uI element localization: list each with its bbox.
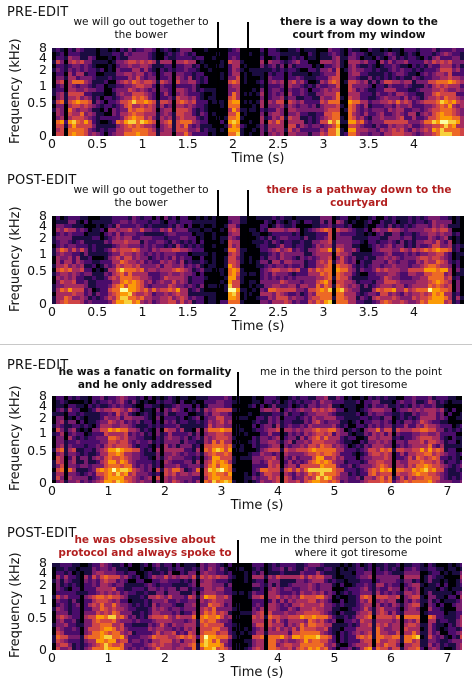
spectrogram-image [52, 216, 464, 304]
x-tick-label: 0 [37, 650, 67, 665]
x-tick-label: 2 [150, 650, 180, 665]
x-tick-label: 4 [399, 136, 429, 151]
right-segment-text: me in the third person to the point wher… [246, 534, 456, 560]
spectrogram [52, 48, 464, 136]
x-tick-label: 1.5 [173, 304, 203, 319]
y-tick-label: 2 [27, 230, 47, 245]
y-axis-label: Frequency (kHz) [8, 385, 23, 491]
y-tick-label: 1 [27, 592, 47, 607]
x-tick-label: 0.5 [82, 136, 112, 151]
right-segment-text: there is a way down to the court from my… [264, 16, 454, 42]
y-tick-label: 0.5 [27, 443, 47, 458]
x-tick-label: 1.5 [173, 136, 203, 151]
x-tick-label: 2 [218, 304, 248, 319]
x-tick-label: 3 [309, 136, 339, 151]
y-tick-label: 2 [27, 410, 47, 425]
panel-title: PRE-EDIT [7, 5, 68, 20]
x-tick-label: 3.5 [354, 304, 384, 319]
right-segment-text: there is a pathway down to the courtyard [264, 184, 454, 210]
x-tick-label: 7 [433, 650, 463, 665]
x-tick-label: 3.5 [354, 136, 384, 151]
x-tick-label: 2.5 [263, 304, 293, 319]
x-tick-label: 4 [263, 650, 293, 665]
spectrogram [52, 396, 462, 483]
y-tick-label: 0.5 [27, 263, 47, 278]
spectrogram-image [52, 396, 462, 483]
y-axis-label: Frequency (kHz) [8, 552, 23, 658]
y-axis-label: Frequency (kHz) [8, 206, 23, 312]
segment-boundary-line [237, 372, 239, 483]
segment-boundary-line [247, 190, 249, 304]
x-tick-label: 1 [128, 304, 158, 319]
y-tick-label: 1 [27, 246, 47, 261]
x-tick-label: 0.5 [82, 304, 112, 319]
y-axis-label: Frequency (kHz) [8, 38, 23, 144]
x-axis-label: Time (s) [217, 665, 297, 680]
x-tick-label: 6 [376, 650, 406, 665]
x-tick-label: 6 [376, 483, 406, 498]
x-tick-label: 1 [94, 650, 124, 665]
x-tick-label: 2.5 [263, 136, 293, 151]
x-tick-label: 2 [218, 136, 248, 151]
y-tick-label: 1 [27, 78, 47, 93]
x-axis-label: Time (s) [217, 498, 297, 513]
spectrogram-image [52, 48, 464, 136]
y-tick-label: 0.5 [27, 95, 47, 110]
x-axis-label: Time (s) [218, 319, 298, 334]
x-tick-label: 5 [320, 483, 350, 498]
x-tick-label: 3 [207, 650, 237, 665]
x-tick-label: 3 [207, 483, 237, 498]
y-tick-label: 2 [27, 62, 47, 77]
segment-boundary-line [217, 22, 219, 136]
left-segment-text: we will go out together to the bower [66, 16, 216, 42]
segment-boundary-line [237, 540, 239, 650]
left-segment-text: he was obsessive about protocol and alwa… [56, 534, 234, 560]
spectrogram [52, 563, 462, 650]
x-tick-label: 0 [37, 136, 67, 151]
x-tick-label: 3 [309, 304, 339, 319]
y-tick-label: 0.5 [27, 610, 47, 625]
x-tick-label: 7 [433, 483, 463, 498]
x-axis-label: Time (s) [218, 151, 298, 166]
y-tick-label: 2 [27, 577, 47, 592]
left-segment-text: he was a fanatic on formality and he onl… [56, 366, 234, 392]
section-divider [0, 344, 472, 345]
x-tick-label: 0 [37, 304, 67, 319]
y-tick-label: 1 [27, 425, 47, 440]
segment-boundary-line [217, 190, 219, 304]
spectrogram-image [52, 563, 462, 650]
x-tick-label: 2 [150, 483, 180, 498]
segment-boundary-line [247, 22, 249, 136]
x-tick-label: 0 [37, 483, 67, 498]
x-tick-label: 4 [399, 304, 429, 319]
x-tick-label: 1 [94, 483, 124, 498]
left-segment-text: we will go out together to the bower [66, 184, 216, 210]
x-tick-label: 1 [128, 136, 158, 151]
spectrogram [52, 216, 464, 304]
x-tick-label: 5 [320, 650, 350, 665]
x-tick-label: 4 [263, 483, 293, 498]
right-segment-text: me in the third person to the point wher… [246, 366, 456, 392]
